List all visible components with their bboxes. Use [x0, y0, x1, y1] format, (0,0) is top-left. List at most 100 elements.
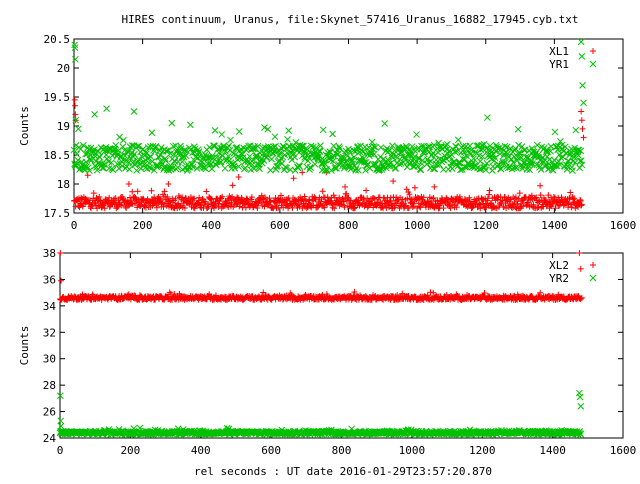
series-yr2 [56, 389, 585, 438]
data-point [161, 296, 168, 303]
data-point [408, 143, 416, 150]
legend-marker [590, 48, 596, 54]
data-point [298, 196, 305, 203]
x-tick-label: 600 [261, 444, 281, 457]
data-point [254, 205, 261, 212]
data-point [201, 151, 209, 158]
data-point [73, 150, 81, 158]
data-point [261, 124, 268, 131]
data-point [578, 202, 585, 209]
data-point [381, 120, 389, 127]
data-point [225, 142, 233, 150]
data-point [544, 148, 552, 156]
data-point [123, 205, 130, 212]
data-point [425, 159, 433, 166]
legend-label: YR2 [549, 272, 569, 285]
data-point [252, 152, 260, 160]
data-point [315, 152, 323, 160]
data-point [379, 162, 386, 170]
data-point [189, 163, 197, 171]
data-point [208, 152, 216, 160]
data-point [530, 201, 537, 208]
data-point [409, 203, 416, 210]
data-point [401, 153, 409, 161]
data-point [498, 145, 506, 153]
data-point [557, 138, 564, 145]
data-point [413, 131, 420, 138]
data-point [410, 203, 417, 210]
data-point [336, 145, 344, 152]
data-point [330, 192, 337, 199]
data-point [355, 166, 362, 174]
data-point [195, 197, 202, 204]
data-point [340, 198, 347, 205]
data-point [364, 160, 372, 168]
data-point [292, 139, 300, 146]
data-point [520, 203, 527, 210]
plot-frame [73, 38, 624, 214]
data-point [299, 169, 306, 176]
y-tick-label: 17.5 [44, 207, 71, 220]
data-point [260, 289, 267, 296]
data-point [165, 181, 172, 187]
data-point [231, 164, 239, 172]
data-point [490, 151, 497, 158]
data-point [460, 148, 468, 156]
data-point [105, 165, 113, 172]
data-point [56, 392, 64, 400]
data-point [71, 41, 79, 49]
y-tick-label: 38 [43, 247, 56, 260]
data-point [255, 200, 262, 207]
y-tick-label: 20.5 [44, 33, 71, 46]
x-tick-label: 200 [133, 219, 153, 232]
data-point [377, 144, 385, 151]
data-point [351, 289, 358, 296]
data-point [115, 165, 123, 172]
data-point [420, 194, 427, 201]
data-point [466, 142, 474, 150]
data-point [465, 430, 473, 438]
data-point [534, 151, 542, 159]
data-point [550, 194, 557, 201]
data-point [470, 155, 478, 162]
data-point [504, 197, 511, 204]
data-point [577, 265, 584, 272]
data-point [431, 183, 438, 190]
x-tick-label: 1000 [404, 219, 431, 232]
data-point [205, 153, 213, 161]
data-point [126, 165, 133, 173]
data-point [146, 164, 154, 172]
data-point [515, 195, 522, 202]
data-point [577, 196, 584, 203]
data-point [90, 190, 97, 197]
data-point [417, 204, 424, 211]
data-point [388, 201, 395, 208]
x-tick-label: 0 [57, 444, 64, 457]
y-tick-label: 19 [57, 120, 70, 133]
data-point [528, 293, 535, 300]
data-point [292, 198, 299, 205]
data-point [148, 164, 155, 172]
data-point [236, 203, 243, 210]
data-point [125, 181, 132, 187]
data-point [431, 165, 439, 173]
data-point [96, 153, 104, 161]
data-point [72, 111, 79, 118]
data-point [296, 163, 303, 170]
data-point [323, 165, 330, 173]
data-point [197, 202, 204, 209]
legend-marker [589, 60, 597, 68]
data-point [264, 125, 272, 133]
data-point [500, 152, 508, 159]
y-tick-label: 26 [43, 406, 56, 419]
data-point [90, 146, 98, 153]
data-point [575, 146, 583, 154]
series-xl1 [71, 96, 587, 212]
data-point [333, 164, 340, 172]
data-point [159, 199, 166, 206]
data-point [434, 149, 442, 156]
legend-label: YR1 [549, 58, 569, 71]
data-point [466, 198, 473, 205]
data-point [578, 201, 585, 208]
data-point [284, 136, 291, 143]
